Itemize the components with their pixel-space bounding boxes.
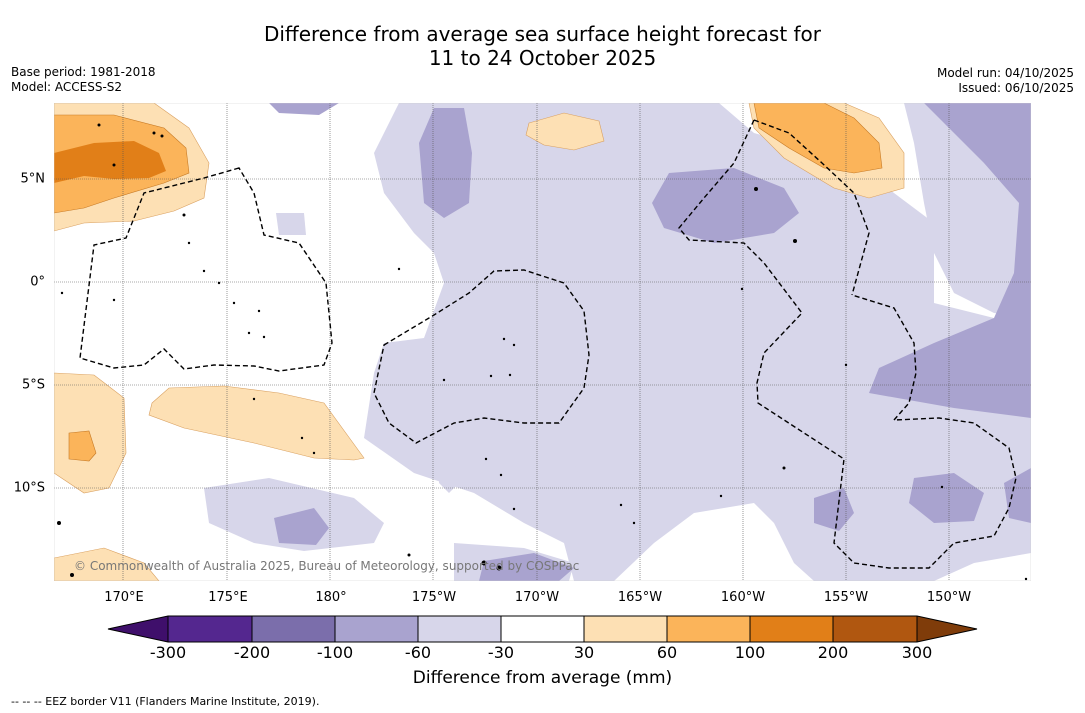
map-gridlines bbox=[54, 103, 1031, 581]
model-name: Model: ACCESS-S2 bbox=[11, 80, 123, 94]
colorbar-bin bbox=[335, 616, 418, 642]
eez-footnote: -- -- -- EEZ border V11 (Flanders Marine… bbox=[11, 695, 320, 708]
colorbar-tick: 30 bbox=[573, 643, 595, 662]
colorbar-tick: -60 bbox=[404, 643, 432, 662]
lon-label: 150°W bbox=[926, 590, 972, 605]
lat-label: 0° bbox=[30, 274, 45, 290]
contour-minus60 bbox=[269, 103, 1031, 581]
colorbar-extend-high bbox=[917, 616, 977, 642]
eez-borders bbox=[79, 119, 1017, 569]
colorbar-label: Difference from average (mm) bbox=[412, 668, 673, 688]
colorbar-bin bbox=[833, 616, 917, 642]
colorbar-tick: -30 bbox=[487, 643, 515, 662]
base-period: Base period: 1981-2018 bbox=[11, 65, 156, 79]
lon-label: 175°W bbox=[411, 590, 457, 605]
lon-label: 170°E bbox=[104, 590, 144, 605]
lon-label: 155°W bbox=[823, 590, 869, 605]
sea-level-map: © Commonwealth of Australia 2025, Bureau… bbox=[54, 103, 1031, 581]
colorbar bbox=[107, 615, 978, 643]
colorbar-bin bbox=[168, 616, 252, 642]
colorbar-tick: 100 bbox=[734, 643, 766, 662]
lat-label: 5°N bbox=[20, 171, 46, 187]
lon-label: 165°W bbox=[617, 590, 663, 605]
issued-date: Issued: 06/10/2025 bbox=[958, 81, 1074, 95]
colorbar-tick: 300 bbox=[901, 643, 933, 662]
colorbar-bin bbox=[252, 616, 335, 642]
colorbar-bin bbox=[501, 616, 584, 642]
chart-title: Difference from average sea surface heig… bbox=[0, 22, 1085, 70]
colorbar-bin bbox=[584, 616, 667, 642]
islands bbox=[57, 123, 1028, 581]
colorbar-tick: 60 bbox=[656, 643, 678, 662]
colorbar-bin bbox=[667, 616, 750, 642]
lat-label: 10°S bbox=[13, 480, 45, 496]
lat-label: 5°S bbox=[21, 377, 45, 393]
colorbar-tick: 200 bbox=[817, 643, 849, 662]
lon-label: 175°E bbox=[208, 590, 248, 605]
title-line-2: 11 to 24 October 2025 bbox=[428, 46, 657, 70]
copyright-text: © Commonwealth of Australia 2025, Bureau… bbox=[74, 559, 579, 573]
meta-right: Model run: 04/10/2025 Issued: 06/10/2025 bbox=[937, 66, 1074, 96]
meta-left: Base period: 1981-2018 Model: ACCESS-S2 bbox=[11, 65, 156, 95]
contour-plus100 bbox=[54, 141, 166, 183]
colorbar-bin bbox=[750, 616, 833, 642]
colorbar-tick: -300 bbox=[149, 643, 187, 662]
lon-label: 180° bbox=[315, 590, 347, 605]
colorbar-tick: -100 bbox=[316, 643, 354, 662]
model-run: Model run: 04/10/2025 bbox=[936, 66, 1074, 80]
lon-label: 170°W bbox=[514, 590, 560, 605]
colorbar-bin bbox=[418, 616, 501, 642]
title-line-1: Difference from average sea surface heig… bbox=[263, 22, 822, 46]
lon-label: 160°W bbox=[720, 590, 766, 605]
colorbar-tick: -200 bbox=[233, 643, 271, 662]
colorbar-extend-low bbox=[108, 616, 168, 642]
